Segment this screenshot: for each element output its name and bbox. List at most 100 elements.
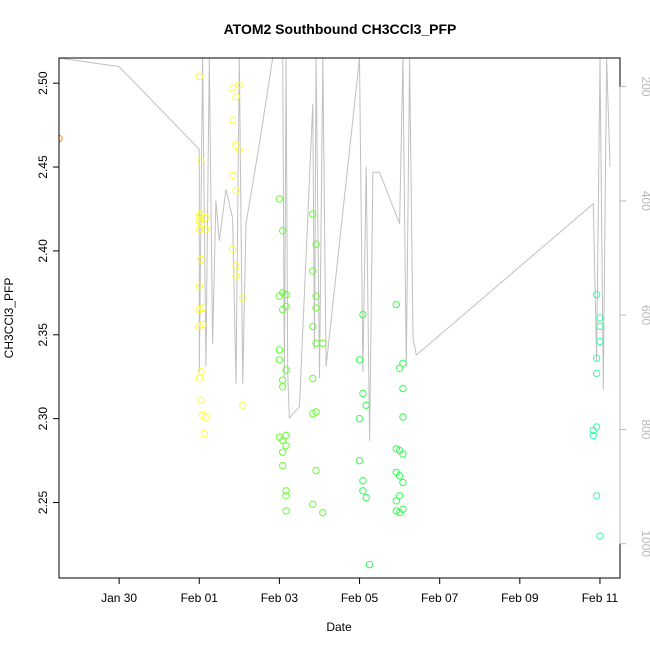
data-point	[282, 492, 290, 500]
data-point	[239, 294, 247, 302]
data-point	[596, 322, 604, 331]
data-point	[279, 448, 287, 456]
data-point	[282, 290, 290, 299]
data-point	[239, 401, 247, 409]
data-point	[282, 507, 290, 515]
data-points-layer	[59, 72, 604, 569]
data-point	[232, 92, 240, 101]
data-point	[235, 146, 244, 155]
x-tick-label: Jan 30	[101, 591, 137, 605]
data-point	[312, 292, 320, 300]
data-point	[399, 384, 407, 393]
data-point	[282, 441, 290, 450]
data-point	[279, 383, 287, 391]
data-point	[195, 282, 204, 290]
data-point	[399, 478, 407, 487]
data-point	[359, 310, 367, 319]
data-point	[355, 414, 364, 423]
data-point	[228, 84, 237, 92]
data-point	[592, 369, 601, 378]
y-tick-label: 2.45	[36, 155, 50, 179]
data-point	[392, 300, 400, 309]
data-point	[355, 456, 364, 465]
data-point	[282, 487, 290, 495]
data-point	[309, 322, 317, 331]
data-point	[312, 466, 320, 475]
data-point	[200, 430, 209, 438]
x-tick-label: Feb 11	[582, 591, 619, 605]
data-point	[279, 376, 287, 384]
data-point	[279, 436, 287, 445]
data-point	[312, 240, 320, 248]
data-point	[202, 225, 210, 233]
data-point	[232, 272, 240, 280]
y-axis-label: CH3CCl3_PFP	[2, 278, 16, 359]
data-point	[197, 396, 205, 404]
data-point	[228, 116, 237, 124]
data-point	[309, 500, 317, 508]
data-point	[359, 487, 367, 495]
data-point	[232, 262, 240, 270]
data-point	[202, 413, 210, 421]
right-tick-label: 800	[639, 419, 650, 439]
x-tick-label: Feb 01	[181, 591, 219, 605]
y-tick-label: 2.35	[36, 323, 50, 347]
data-point	[596, 314, 604, 322]
data-point	[279, 305, 287, 314]
axes-layer: Jan 30 Feb 01 Feb 03 Feb 05 Feb 07 Feb 09 Feb …	[36, 57, 650, 605]
x-tick-label: Feb 07	[421, 591, 459, 605]
data-point	[312, 304, 320, 312]
data-point	[399, 359, 407, 367]
data-point	[275, 195, 284, 203]
altitude-track-line	[59, 58, 611, 441]
data-point	[275, 346, 284, 354]
data-point	[197, 255, 205, 263]
data-point	[232, 186, 240, 195]
data-point	[195, 72, 204, 81]
data-point	[282, 431, 290, 440]
right-tick-label: 1000	[639, 530, 650, 557]
data-point	[309, 374, 317, 383]
data-point	[197, 156, 205, 165]
data-point	[592, 492, 601, 500]
data-point	[232, 141, 240, 149]
data-point	[362, 493, 370, 502]
y-tick-label: 2.25	[36, 491, 50, 515]
data-point	[359, 389, 367, 398]
y-tick-label: 2.30	[36, 407, 50, 431]
data-point	[59, 134, 63, 143]
data-point	[395, 508, 404, 517]
data-point	[202, 213, 210, 222]
data-point	[355, 356, 364, 364]
data-point	[275, 356, 284, 364]
data-point	[395, 472, 404, 480]
data-point	[197, 368, 205, 376]
data-point	[365, 560, 374, 569]
data-point	[282, 366, 290, 374]
data-point	[197, 220, 205, 228]
y-tick-label: 2.40	[36, 239, 50, 263]
data-point	[279, 461, 287, 470]
data-point	[399, 413, 407, 421]
data-point	[592, 290, 601, 299]
data-point	[195, 374, 204, 383]
data-point	[359, 477, 367, 485]
data-point	[395, 364, 404, 372]
data-point	[392, 497, 400, 505]
data-point	[312, 339, 320, 347]
data-point	[195, 217, 204, 225]
data-point	[195, 322, 204, 331]
data-point	[195, 305, 204, 314]
data-point	[362, 401, 370, 409]
right-tick-label: 200	[639, 77, 650, 97]
x-tick-label: Feb 05	[341, 591, 379, 605]
chart-title: ATOM2 Southbound CH3CCl3_PFP	[224, 21, 457, 37]
x-tick-label: Feb 03	[261, 591, 299, 605]
data-point	[592, 354, 601, 362]
data-point	[275, 292, 284, 300]
data-point	[319, 508, 327, 517]
right-tick-label: 400	[639, 191, 650, 211]
data-point	[589, 431, 597, 440]
plot-frame	[58, 57, 621, 579]
